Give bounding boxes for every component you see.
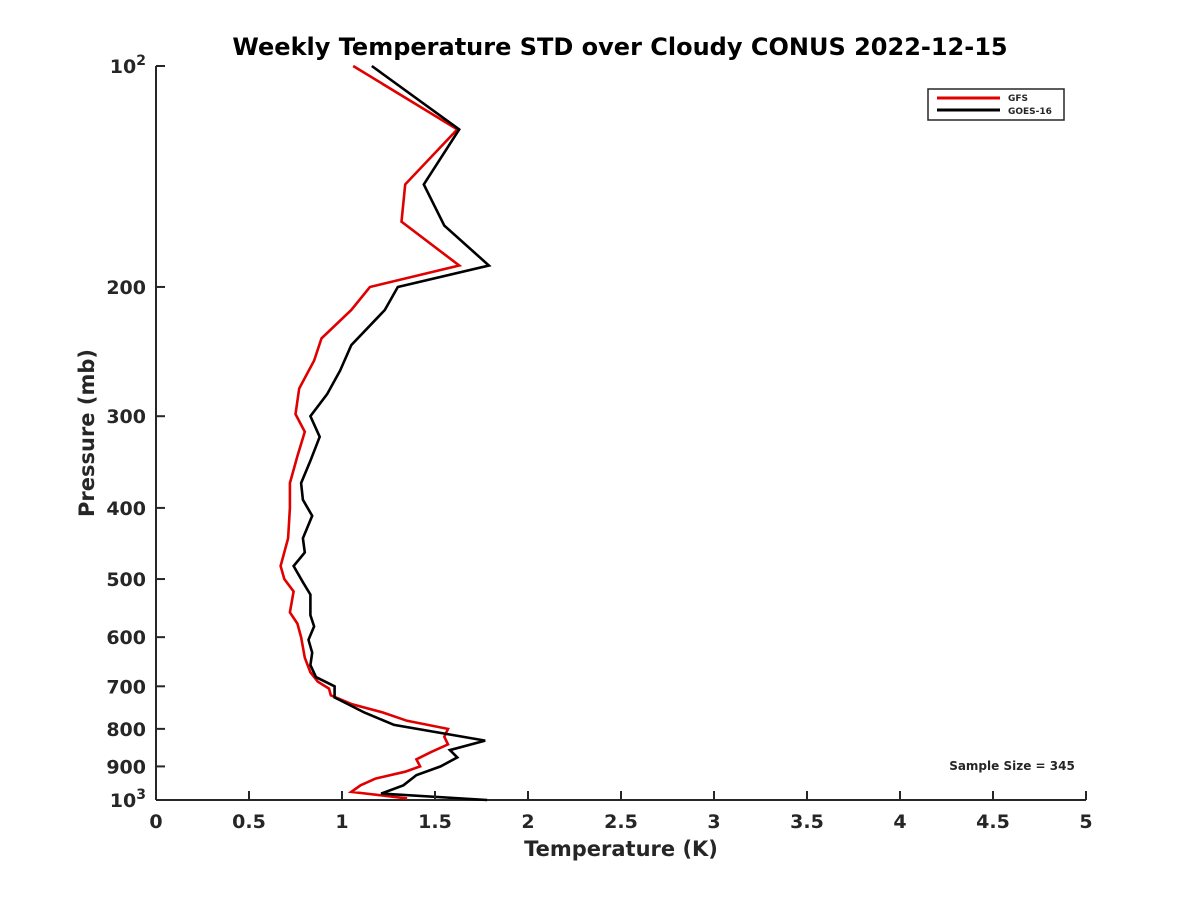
y-ticks: 102 200 300 400 500 600 700 800 900 103: [106, 53, 165, 812]
series-line-gfs: [279, 64, 463, 800]
x-tick-label: 2.5: [604, 811, 638, 833]
y-tick-label: 800: [106, 719, 146, 741]
x-ticks: 0 0.5 1 1.5 2 2.5 3 3.5 4 4.5 5: [149, 791, 1093, 833]
y-tick-label: 500: [106, 569, 146, 591]
y-tick-label: 400: [106, 498, 146, 520]
x-tick-label: 0: [149, 811, 162, 833]
series-layer: [279, 64, 492, 802]
x-tick-label: 3: [707, 811, 720, 833]
y-tick-label: 900: [106, 756, 146, 778]
x-tick-label: 4.5: [976, 811, 1010, 833]
legend-box: [927, 88, 1065, 121]
sample-size-annotation: Sample Size = 345: [949, 759, 1075, 773]
legend-label-gfs: GFS: [1008, 94, 1028, 104]
x-tick-label: 4: [893, 811, 906, 833]
x-tick-label: 1.5: [418, 811, 452, 833]
x-tick-label: 3.5: [790, 811, 824, 833]
y-tick-label: 200: [106, 277, 146, 299]
series-line-goes-16: [292, 64, 492, 802]
y-tick-label: 700: [106, 676, 146, 698]
y-tick-label: 600: [106, 627, 146, 649]
x-axis-label: Temperature (K): [524, 837, 718, 861]
legend: GFS GOES-16: [927, 88, 1065, 121]
y-tick-label: 103: [110, 787, 146, 812]
y-tick-label: 102: [110, 53, 146, 78]
x-tick-label: 5: [1079, 811, 1092, 833]
y-axis-label: Pressure (mb): [75, 349, 99, 517]
x-tick-label: 0.5: [232, 811, 266, 833]
x-tick-label: 1: [335, 811, 348, 833]
legend-label-goes16: GOES-16: [1008, 107, 1052, 117]
chart-title: Weekly Temperature STD over Cloudy CONUS…: [232, 33, 1007, 61]
y-tick-label: 300: [106, 406, 146, 428]
x-tick-label: 2: [521, 811, 534, 833]
